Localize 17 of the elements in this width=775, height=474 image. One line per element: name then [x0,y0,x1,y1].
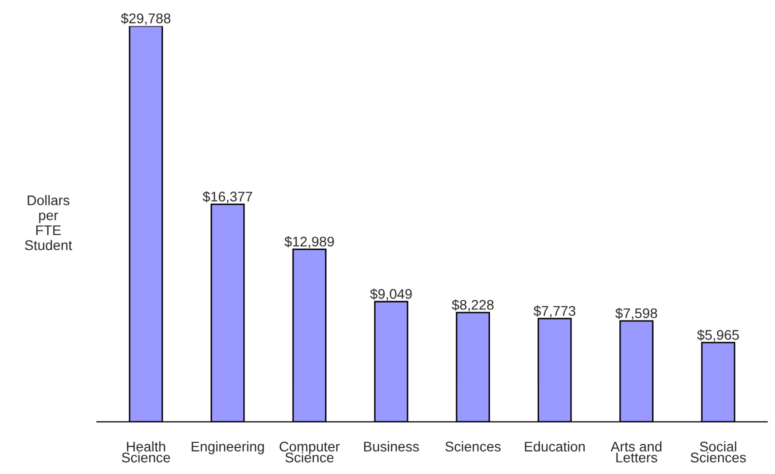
data-label: $29,788 [120,12,170,25]
y-axis-title: Dollars per FTE Student [24,195,72,250]
x-tick-label: Social Sciences [690,441,746,462]
data-label: $16,377 [202,191,252,204]
data-label: $7,598 [615,308,658,320]
x-tick-label: Engineering [192,441,264,454]
x-tick-label: Education [524,441,585,452]
data-label: $5,965 [697,329,739,342]
x-tick-label: Arts and Letters [610,441,662,462]
data-label: $7,773 [534,305,576,318]
x-tick-label: Computer Science [280,442,340,462]
x-tick-label: Sciences [445,441,501,452]
x-tick-label: Business [364,441,419,452]
x-tick-label: Health Science [122,441,170,462]
data-label: $9,049 [370,288,412,301]
data-label: $12,989 [284,236,334,248]
data-label: $8,228 [452,299,494,312]
